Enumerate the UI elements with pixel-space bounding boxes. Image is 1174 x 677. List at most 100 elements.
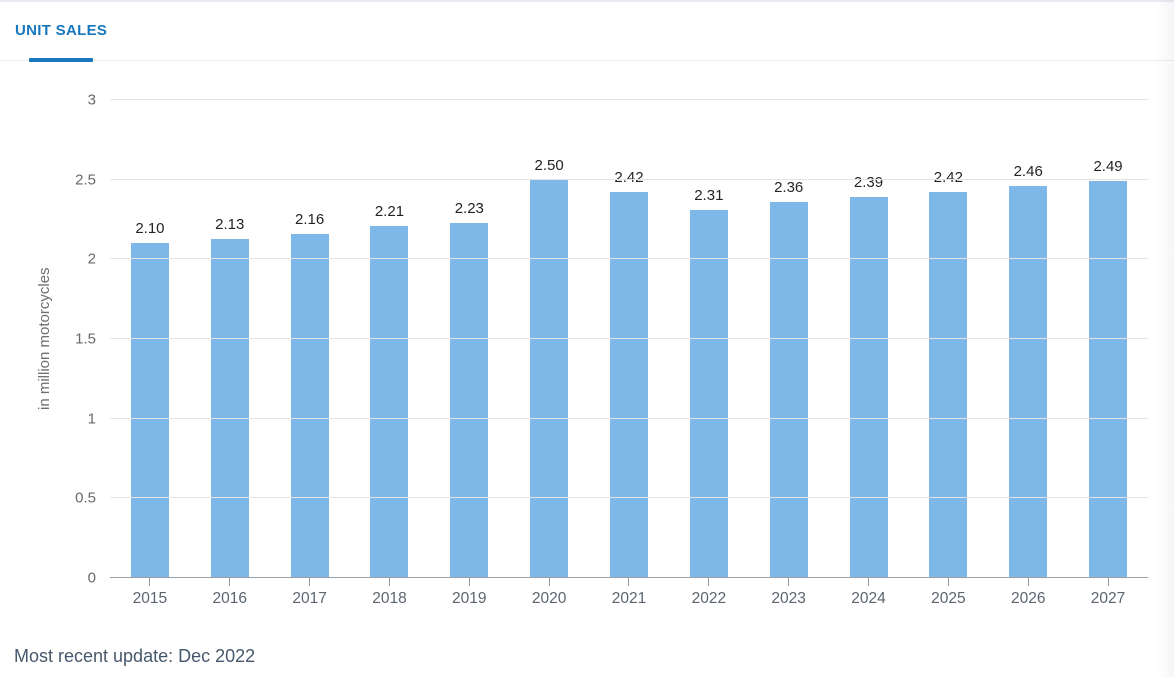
x-axis-year-label: 2021	[611, 590, 647, 607]
x-axis-tick	[468, 578, 470, 586]
tab-unit-sales-label: UNIT SALES	[15, 21, 108, 39]
x-band-2021: 2021	[589, 578, 669, 608]
bar-band-2017: 2.16	[270, 100, 350, 578]
active-tab-underline	[29, 58, 94, 62]
x-axis-year-label: 2016	[212, 590, 247, 607]
bar-value-label: 2.42	[933, 169, 963, 187]
x-band-2023: 2023	[749, 578, 829, 608]
x-axis-year-label: 2017	[292, 590, 327, 607]
bar-band-2027: 2.49	[1068, 100, 1148, 578]
bar-2025[interactable]	[929, 192, 968, 578]
x-axis-tick	[788, 578, 790, 586]
x-axis-tick	[1107, 578, 1109, 586]
y-axis-title: in million motorcycles	[36, 267, 53, 411]
y-tick-label: 0	[87, 569, 96, 587]
bar-2019[interactable]	[450, 222, 489, 578]
x-axis-year-label: 2025	[931, 590, 966, 607]
x-axis-year-label: 2019	[452, 590, 487, 607]
bar-value-label: 2.39	[853, 174, 884, 192]
bar-2023[interactable]	[769, 201, 808, 578]
bar-band-2018: 2.21	[350, 100, 430, 578]
x-axis-tick	[1027, 578, 1029, 586]
bar-band-2019: 2.23	[429, 100, 509, 578]
bar-chart: in million motorcycles 0 0.5 1 1.5 2 2.5 3 2.1…	[0, 92, 1174, 608]
bar-band-2022: 2.31	[669, 100, 749, 578]
x-axis-line	[110, 577, 1148, 578]
page-top-border	[0, 0, 1174, 2]
bar-band-2023: 2.36	[749, 100, 829, 578]
x-axis-tick	[868, 578, 870, 586]
y-axis-labels: 0 0.5 1 1.5 2 2.5 3	[56, 92, 96, 587]
bar-value-label: 2.49	[1093, 158, 1123, 176]
y-tick-label: 1.5	[75, 330, 96, 348]
bar-2026[interactable]	[1009, 186, 1048, 578]
x-band-2019: 2019	[429, 578, 509, 608]
x-axis-tick	[708, 578, 710, 586]
x-band-2016: 2016	[190, 578, 270, 608]
x-band-2015: 2015	[110, 578, 190, 608]
x-axis-tick	[309, 578, 311, 586]
bar-band-2021: 2.42	[589, 100, 669, 578]
x-axis-tick	[947, 578, 949, 586]
x-band-2020: 2020	[509, 578, 589, 608]
x-axis-tick	[149, 578, 151, 586]
y-tick-label: 3	[87, 91, 96, 109]
bar-value-label: 2.42	[614, 169, 644, 187]
bar-2027[interactable]	[1089, 181, 1128, 578]
gridline	[110, 417, 1148, 419]
x-band-2022: 2022	[669, 578, 749, 608]
y-tick-label: 0.5	[75, 489, 96, 507]
x-axis-year-label: 2027	[1090, 590, 1126, 607]
bar-2017[interactable]	[290, 233, 329, 578]
bar-2021[interactable]	[609, 192, 648, 578]
x-band-2025: 2025	[908, 578, 988, 608]
plot-area: in million motorcycles 0 0.5 1 1.5 2 2.5 3 2.1…	[36, 92, 1148, 587]
bar-band-2020: 2.50	[509, 100, 589, 578]
x-axis-year-label: 2020	[531, 590, 567, 607]
tab-bar: UNIT SALES	[0, 0, 1174, 62]
bar-value-label: 2.10	[135, 220, 165, 238]
x-axis-year-label: 2015	[132, 590, 168, 607]
x-axis-year-label: 2026	[1010, 590, 1046, 607]
bar-value-label: 2.13	[215, 215, 245, 233]
y-tick-label: 2	[87, 250, 96, 268]
bars-row: 2.10 2.13 2.16 2.21 2.23 2.50 2.42 2.31 2.36 2.39…	[110, 100, 1148, 578]
bar-band-2016: 2.13	[190, 100, 270, 578]
bar-value-label: 2.46	[1013, 163, 1043, 181]
bar-band-2025: 2.42	[908, 100, 988, 578]
gridline	[110, 338, 1148, 339]
x-axis-year-label: 2018	[372, 590, 407, 607]
bar-2020[interactable]	[530, 179, 569, 578]
bar-value-label: 2.21	[374, 202, 405, 220]
y-tick-label: 2.5	[75, 171, 96, 189]
x-axis-year-label: 2024	[851, 590, 886, 607]
bar-2016[interactable]	[210, 238, 249, 578]
tab-unit-sales[interactable]: UNIT SALES	[15, 0, 108, 62]
y-tick-label: 1	[87, 410, 96, 428]
x-band-2026: 2026	[988, 578, 1068, 608]
x-axis-tick	[229, 578, 231, 586]
x-band-2017: 2017	[270, 578, 350, 608]
x-band-2018: 2018	[350, 578, 430, 608]
gridline	[110, 497, 1148, 499]
bar-2022[interactable]	[689, 209, 728, 578]
x-axis-labels: 2015 2016 2017 2018 2019 2020 2021 2022 2023 2024…	[110, 578, 1148, 608]
bar-band-2026: 2.46	[988, 100, 1068, 578]
bar-2024[interactable]	[849, 197, 888, 578]
x-band-2024: 2024	[829, 578, 909, 608]
bar-2015[interactable]	[130, 243, 169, 578]
x-axis-tick	[628, 578, 630, 586]
bar-value-label: 2.23	[454, 199, 484, 217]
gridline	[110, 258, 1148, 260]
gridline	[110, 178, 1148, 180]
x-axis-year-label: 2022	[691, 590, 727, 607]
bar-value-label: 2.31	[694, 186, 724, 204]
bar-2018[interactable]	[370, 225, 409, 578]
gridline	[110, 99, 1148, 100]
bar-band-2024: 2.39	[829, 100, 909, 578]
x-axis-year-label: 2023	[771, 590, 806, 607]
bar-value-label: 2.16	[295, 210, 325, 228]
x-band-2027: 2027	[1068, 578, 1148, 608]
bar-value-label: 2.36	[774, 178, 804, 196]
